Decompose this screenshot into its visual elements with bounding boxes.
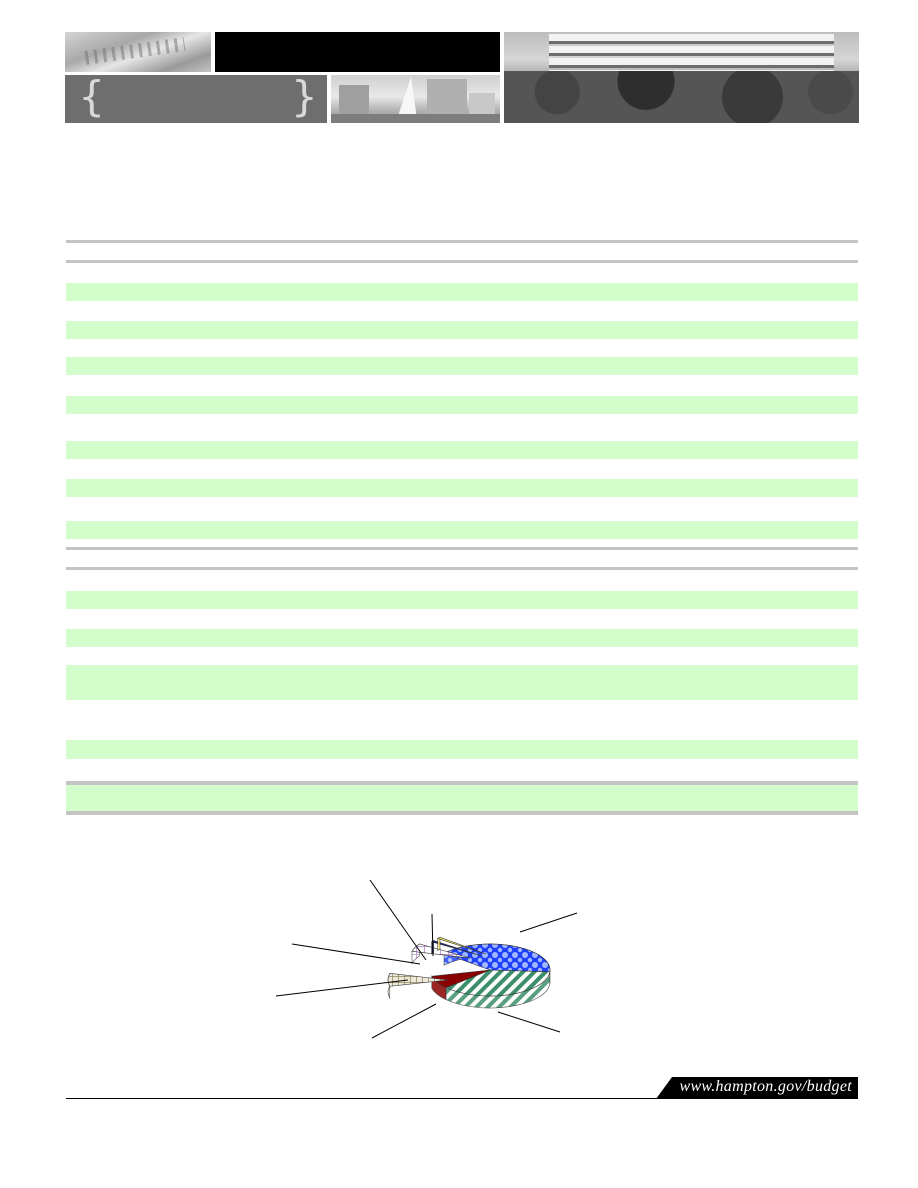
- table-row: [66, 665, 858, 700]
- table-row: [66, 321, 858, 339]
- pie-slice-top: [411, 943, 471, 959]
- pie-leader-line: [291, 943, 421, 965]
- table-row: [66, 740, 858, 759]
- pie-slice-top: [431, 969, 491, 988]
- header-brace-panel: { }: [65, 72, 327, 123]
- right-brace: }: [291, 72, 317, 121]
- table-total-bottom-rule: [66, 811, 858, 815]
- pie-slice-blue-checker: [443, 943, 551, 984]
- header-photo-office-tower: [504, 32, 859, 123]
- footer-rule: [66, 1098, 858, 1099]
- table-row: [66, 479, 858, 497]
- pie-slice-top: [443, 943, 551, 973]
- table-row: [66, 396, 858, 414]
- pie-leader-line: [519, 912, 578, 933]
- pie-slice-top: [387, 973, 449, 987]
- header-photo-marina: [331, 75, 500, 123]
- footer-url[interactable]: www.hampton.gov/budget: [679, 1078, 852, 1095]
- pie-leader-line: [369, 879, 427, 961]
- table-row: [66, 441, 858, 459]
- pie-leader-line: [371, 1003, 437, 1039]
- table-total-top-rule: [66, 781, 858, 785]
- pie-slice-top: [436, 936, 487, 955]
- pie-slice-tan-grid: [387, 972, 449, 1000]
- table-row: [66, 283, 858, 301]
- pie-leader-line: [275, 979, 409, 997]
- footer-url-tab: www.hampton.gov/budget: [656, 1077, 858, 1099]
- pie-leader-line: [497, 1011, 561, 1033]
- header-banner: { }: [65, 32, 859, 123]
- pie-slice-green-diagonal-stripes: [445, 969, 551, 1009]
- table-row: [66, 629, 858, 647]
- pie-slice-yellow: [436, 936, 487, 955]
- table-section-header-rule: [66, 567, 858, 570]
- pie-chart: [275, 879, 578, 1039]
- table-header-rule: [66, 260, 858, 263]
- table-section-rule: [66, 547, 858, 550]
- header-photo-documents: [65, 32, 211, 72]
- table-row: [66, 357, 858, 375]
- table-row: [66, 591, 858, 609]
- pie-slice-top: [445, 969, 551, 997]
- left-brace: {: [79, 72, 105, 121]
- pie-leader-line: [431, 913, 434, 957]
- pie-slice-dark-red: [431, 969, 491, 1001]
- table-top-rule: [66, 240, 858, 243]
- table-row: [66, 521, 858, 539]
- table-total-row: [66, 785, 858, 811]
- header-title-block: [215, 32, 500, 72]
